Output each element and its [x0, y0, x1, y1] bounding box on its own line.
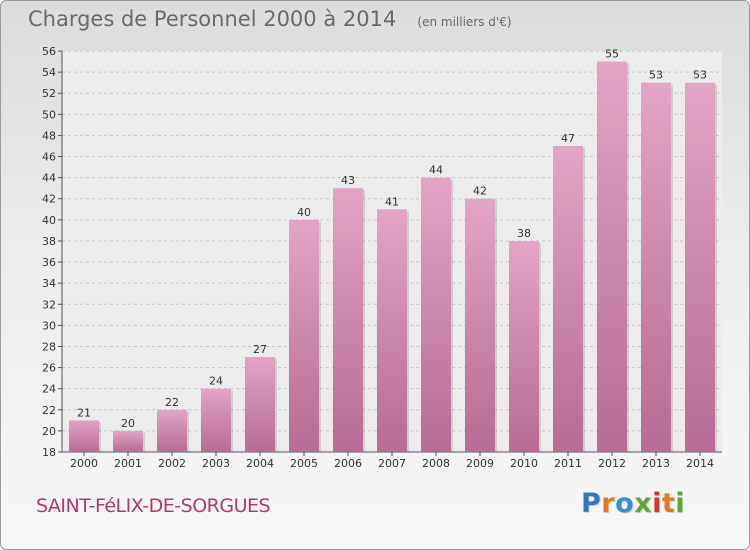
y-tick-label: 32	[42, 298, 56, 311]
logo-letter: P	[581, 488, 602, 519]
bar	[289, 219, 319, 452]
bar-value-label: 43	[341, 174, 355, 187]
x-tick-label: 2001	[114, 457, 142, 470]
y-tick-label: 50	[42, 108, 56, 121]
x-tick-label: 2002	[158, 457, 186, 470]
bar-value-label: 42	[473, 185, 487, 198]
x-tick-label: 2014	[686, 457, 714, 470]
y-tick-label: 54	[42, 66, 56, 79]
bar	[465, 198, 495, 452]
bar-value-label: 44	[429, 164, 443, 177]
bar-value-label: 27	[253, 343, 267, 356]
bar-value-label: 38	[517, 227, 531, 240]
bar-value-label: 47	[561, 132, 575, 145]
y-tick-label: 22	[42, 404, 56, 417]
bar-value-label: 20	[121, 417, 135, 430]
bar	[421, 177, 451, 452]
y-tick-label: 46	[42, 151, 56, 164]
bar-value-label: 24	[209, 375, 223, 388]
y-tick-label: 28	[42, 340, 56, 353]
chart-title: Charges de Personnel 2000 à 2014	[28, 7, 397, 31]
chart-title-group: Charges de Personnel 2000 à 2014 (en mil…	[28, 7, 512, 31]
bar	[157, 409, 187, 452]
x-tick-label: 2011	[554, 457, 582, 470]
logo-letter: i	[675, 488, 686, 519]
bar	[245, 357, 275, 452]
bar-value-label: 40	[297, 206, 311, 219]
chart-subtitle: (en milliers d'€)	[417, 15, 512, 29]
x-tick-label: 2006	[334, 457, 362, 470]
y-tick-label: 20	[42, 425, 56, 438]
bar-value-label: 22	[165, 396, 179, 409]
x-tick-label: 2004	[246, 457, 274, 470]
bar-value-label: 53	[649, 69, 663, 82]
x-tick-label: 2013	[642, 457, 670, 470]
y-tick-label: 30	[42, 319, 56, 332]
proxiti-logo[interactable]: Proxiti	[581, 488, 685, 519]
y-tick-label: 42	[42, 193, 56, 206]
y-tick-label: 26	[42, 362, 56, 375]
bar	[69, 420, 99, 452]
x-tick-label: 2008	[422, 457, 450, 470]
x-tick-label: 2010	[510, 457, 538, 470]
y-tick-label: 48	[42, 129, 56, 142]
bar	[685, 82, 715, 452]
y-tick-label: 52	[42, 87, 56, 100]
bar	[201, 388, 231, 452]
logo-letter: t	[661, 488, 676, 519]
x-tick-label: 2000	[70, 457, 98, 470]
bar	[597, 61, 627, 452]
bar-value-label: 55	[605, 48, 619, 61]
bar-value-label: 21	[77, 406, 91, 419]
y-tick-label: 18	[42, 446, 56, 459]
y-tick-label: 38	[42, 235, 56, 248]
x-tick-label: 2009	[466, 457, 494, 470]
bar-value-label: 53	[693, 69, 707, 82]
y-tick-label: 40	[42, 214, 56, 227]
y-tick-label: 56	[42, 45, 56, 58]
logo-letter: i	[652, 488, 662, 519]
logo-letter: o	[615, 488, 635, 519]
bar	[641, 82, 671, 452]
x-tick-label: 2003	[202, 457, 230, 470]
y-tick-label: 34	[42, 277, 56, 290]
bar	[553, 145, 583, 452]
logo-letter: x	[634, 488, 653, 519]
bar	[377, 209, 407, 452]
bar-value-label: 41	[385, 195, 399, 208]
x-tick-label: 2005	[290, 457, 318, 470]
bar	[113, 430, 143, 452]
y-tick-label: 24	[42, 383, 56, 396]
commune-name: SAINT-FéLIX-DE-SORGUES	[36, 495, 271, 517]
x-tick-label: 2007	[378, 457, 406, 470]
logo-letter: r	[601, 488, 616, 519]
y-tick-label: 36	[42, 256, 56, 269]
bar	[333, 188, 363, 452]
x-tick-label: 2012	[598, 457, 626, 470]
bar	[509, 240, 539, 452]
y-tick-label: 44	[42, 172, 56, 185]
